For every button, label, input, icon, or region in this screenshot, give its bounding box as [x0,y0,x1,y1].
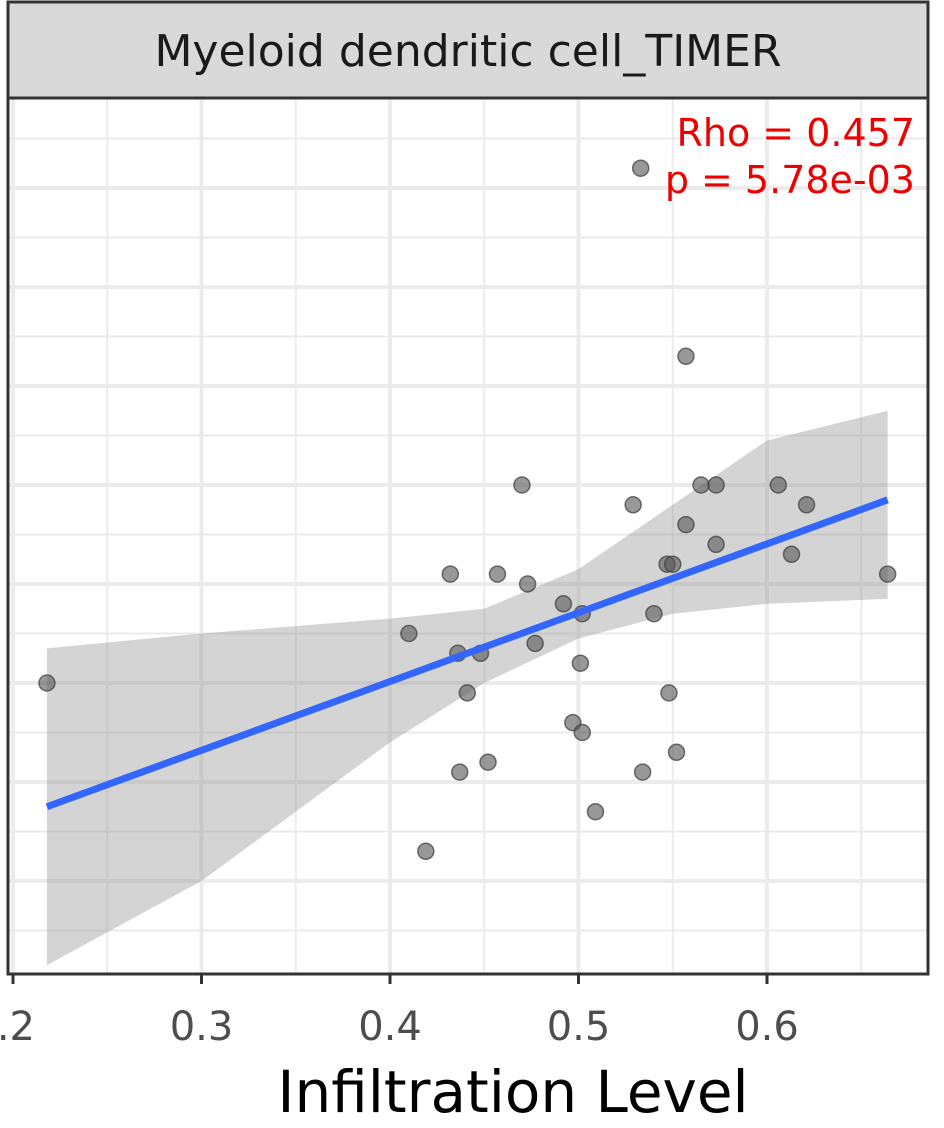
data-point [571,654,590,672]
data-point [660,684,678,702]
facet-strip [6,0,930,100]
data-point [513,476,531,494]
x-tick-label: .2 [0,1004,35,1050]
x-tick-label: 0.3 [170,1004,234,1050]
data-point [450,763,469,781]
data-point [667,743,686,762]
data-point [707,535,725,554]
x-tick-label: 0.6 [735,1004,799,1050]
data-point [441,565,460,583]
data-point [677,347,695,366]
data-point [586,802,605,821]
data-point [677,515,695,534]
chart-title: Myeloid dendritic cell_TIMER [154,26,781,77]
regression-line [45,496,889,811]
data-point [573,723,592,742]
data-point [664,555,682,573]
data-point [633,763,652,781]
data-point [526,634,544,653]
data-point [692,476,710,494]
data-point [400,624,418,643]
data-point [707,476,725,494]
data-point [417,842,435,861]
p-value-annotation: p = 5.78e-03 [665,158,915,202]
data-point [645,604,663,623]
rho-annotation: Rho = 0.457 [676,111,915,155]
data-point [631,159,650,177]
data-point [782,545,801,564]
data-point [878,565,897,583]
grid-lines [8,98,928,974]
x-tick-label: 0.5 [547,1004,611,1050]
x-tick-label: 0.4 [358,1004,422,1050]
data-point [458,684,477,702]
data-point [479,753,497,771]
data-point [518,575,537,593]
panel-border [6,96,930,976]
data-point [554,595,573,613]
x-axis: .2 0.3 0.4 0.5 0.6 [0,974,799,1050]
data-point [797,496,816,514]
data-points [38,159,897,861]
plot-panel [8,98,928,974]
regression-line-layer [45,496,889,811]
data-point [769,476,788,494]
data-point [624,496,642,514]
x-axis-label: Infiltration Level [277,1058,748,1126]
data-point [488,565,507,583]
data-point [38,674,56,692]
